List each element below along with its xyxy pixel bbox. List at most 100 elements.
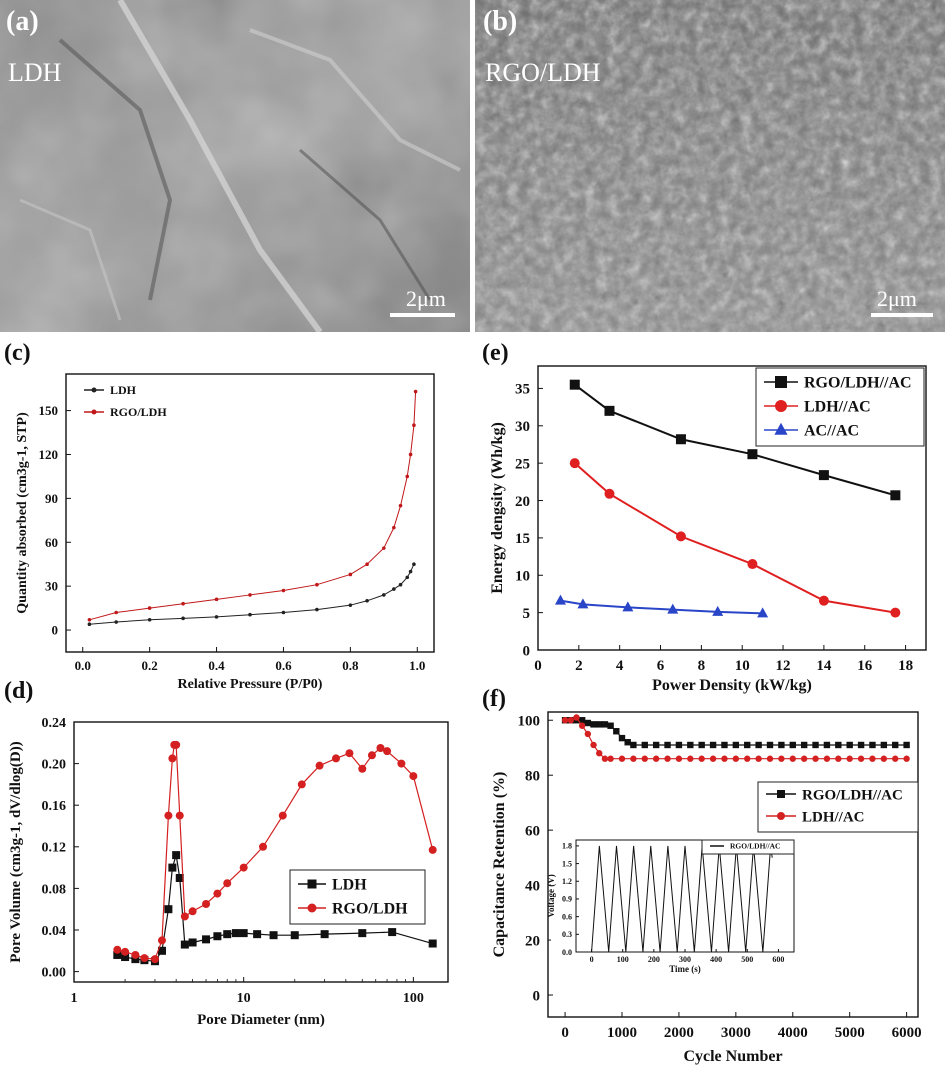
data-point xyxy=(732,741,740,749)
legend-label: LDH//AC xyxy=(804,399,871,416)
plot-frame xyxy=(537,365,927,651)
x-tick-label: 1.0 xyxy=(409,658,425,673)
data-point xyxy=(903,741,910,749)
data-point xyxy=(281,588,286,593)
chart-f-inset-group: 0 100 200 300 400 500 600 0.0 0.3 0.6 0.9 1.2 1.5 1.8… xyxy=(546,839,795,974)
data-point xyxy=(168,863,177,872)
x-tick-label: 5000 xyxy=(835,1025,865,1041)
data-point xyxy=(604,405,615,416)
sample-label-ldh: LDH xyxy=(8,58,62,87)
legend-box xyxy=(701,839,795,855)
data-point xyxy=(223,930,232,939)
data-point xyxy=(164,811,173,820)
sem-image-rgo-ldh: (b) RGO/LDH 2μm xyxy=(475,0,945,332)
legend-label: AC//AC xyxy=(804,423,859,440)
data-point xyxy=(412,562,416,567)
x-tick-label: 4000 xyxy=(778,1025,808,1041)
x-tick-label: 4 xyxy=(616,658,624,674)
x-tick-label: 600 xyxy=(772,955,784,964)
data-point xyxy=(607,755,614,762)
data-point xyxy=(413,389,418,394)
data-point xyxy=(428,845,437,854)
x-tick-label: 0.0 xyxy=(75,658,91,673)
data-point xyxy=(398,582,403,587)
data-point xyxy=(892,741,899,749)
data-point xyxy=(607,722,614,729)
data-point xyxy=(392,525,396,530)
data-point xyxy=(835,755,842,762)
data-point xyxy=(147,618,152,622)
series-line xyxy=(89,391,417,621)
y-tick-label: 1.5 xyxy=(562,859,572,868)
data-point xyxy=(315,582,319,587)
data-point xyxy=(755,741,762,749)
legend-swatch-marker xyxy=(91,409,97,415)
data-point xyxy=(405,575,410,580)
data-point xyxy=(709,741,717,749)
series-ldh-ac xyxy=(561,714,910,762)
data-point xyxy=(131,950,140,959)
y-tick-label: 40 xyxy=(525,878,540,894)
data-point xyxy=(239,929,248,938)
y-tick-label: 0.0 xyxy=(562,948,572,957)
data-point xyxy=(168,754,177,763)
data-point xyxy=(213,932,222,941)
data-point xyxy=(253,930,262,939)
y-axis-title: Capacitance Retention (%) xyxy=(491,772,508,958)
data-point xyxy=(622,601,634,612)
data-point xyxy=(248,593,252,597)
data-point xyxy=(278,811,287,820)
data-point xyxy=(903,755,910,762)
data-point xyxy=(405,474,410,479)
data-point xyxy=(578,722,586,729)
y-tick-label: 120 xyxy=(39,447,59,462)
y-tick-label: 0.6 xyxy=(562,912,572,921)
x-tick-label: 10 xyxy=(735,658,750,674)
data-point xyxy=(131,955,140,964)
legend-label: LDH//AC xyxy=(802,809,865,825)
y-tick-label: 20 xyxy=(515,494,530,510)
data-point xyxy=(890,607,901,618)
data-point xyxy=(596,721,603,728)
series-line xyxy=(574,383,896,497)
chart-f-inset xyxy=(551,834,801,974)
panel-label-b: (b) xyxy=(483,6,518,37)
data-point xyxy=(800,755,808,762)
data-point xyxy=(188,938,197,947)
sem-micrograph-rgo-ldh xyxy=(475,0,945,332)
data-point xyxy=(180,912,189,921)
y-tick-label: 1.2 xyxy=(562,877,572,886)
data-point xyxy=(175,811,184,820)
x-tick-label: 0 xyxy=(590,955,594,964)
legend-swatch-marker xyxy=(307,879,317,889)
series-ldh-ac xyxy=(569,458,901,618)
data-point xyxy=(590,721,597,728)
x-tick-label: 2000 xyxy=(664,1025,694,1041)
x-tick-label: 10 xyxy=(237,991,251,1006)
x-axis-title: Relative Pressure (P/P0) xyxy=(178,677,323,692)
legend: RGO/LDH//AC xyxy=(701,839,795,855)
legend-label: LDH xyxy=(332,877,367,894)
data-point xyxy=(630,755,637,762)
y-tick-label: 90 xyxy=(45,491,58,506)
y-tick-label: 5 xyxy=(523,606,531,622)
data-point xyxy=(259,842,268,851)
legend: LDH RGO/LDH xyxy=(84,383,167,419)
data-point xyxy=(675,755,683,762)
y-tick-label: 150 xyxy=(39,403,59,418)
data-point xyxy=(618,755,626,762)
data-point xyxy=(687,741,694,749)
y-tick-label: 0.12 xyxy=(42,841,67,856)
data-point xyxy=(239,863,248,872)
x-axis-title: Time (s) xyxy=(669,964,701,974)
chart-d-group: 1 10 100 0.00 0.04 0.08 0.12 0.16 0.20 0.24 Pore D… xyxy=(8,716,449,1028)
data-point xyxy=(577,598,589,609)
y-tick-label: 10 xyxy=(515,569,530,585)
data-point xyxy=(624,739,631,746)
data-point xyxy=(709,755,717,762)
data-point xyxy=(202,900,211,908)
y-tick-label: 35 xyxy=(515,382,530,398)
x-tick-label: 0.6 xyxy=(275,658,292,673)
legend-swatch-marker xyxy=(91,387,97,393)
series-line xyxy=(560,599,763,615)
